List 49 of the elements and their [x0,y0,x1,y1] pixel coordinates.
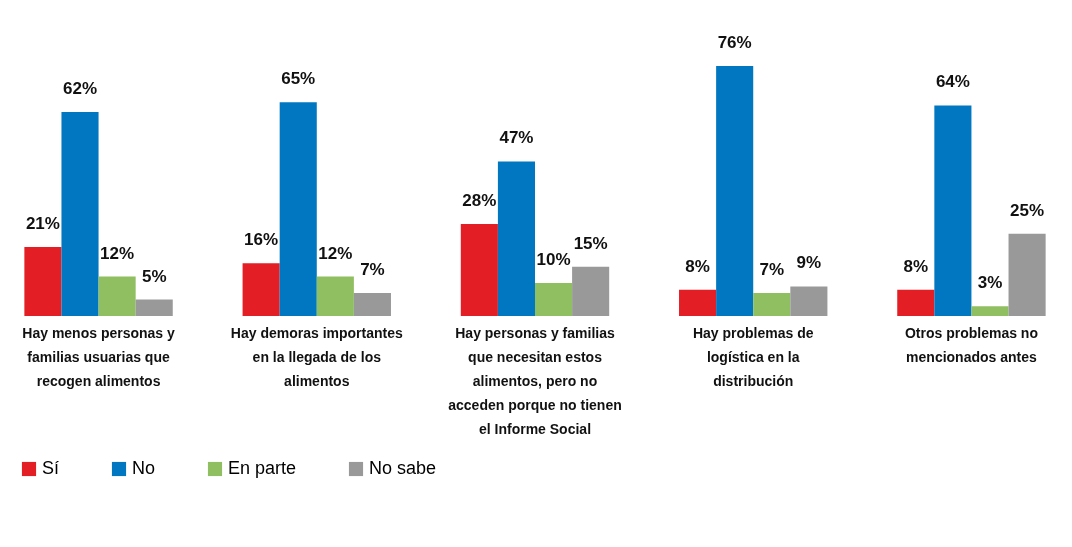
bar [790,286,828,316]
data-label: 12% [318,243,353,263]
bar [971,306,1009,316]
data-label: 16% [244,230,279,250]
bar [753,292,791,316]
bar [497,161,535,316]
bar [1008,233,1046,316]
x-tick-label: Hay personas y familias que necesitan estos alimentos, pero no acceden porque no tienen el Informe Social [448,324,622,437]
data-label: 28% [462,190,497,210]
data-label: 8% [903,256,929,276]
data-label: 5% [141,266,167,286]
data-label: 76% [717,33,752,52]
x-tick-label: Hay demoras importantes en la llegada de los alimentos [230,324,403,389]
bar [353,292,391,316]
legend-label: No sabe [369,458,437,478]
data-label: 9% [796,253,822,273]
data-label: 21% [25,213,60,233]
bar [279,102,317,316]
bar [98,276,136,316]
data-label: 8% [685,256,710,276]
legend-label: No [132,458,156,478]
bar [460,223,498,316]
bar [242,263,280,316]
data-label: 47% [499,128,534,148]
data-label: 7% [360,259,385,279]
bar [535,283,573,316]
data-label: 65% [281,69,316,89]
x-tick-label: Otros problemas no mencionados antes [904,324,1038,365]
bar [716,66,754,316]
bar [135,299,173,316]
data-label: 25% [1010,200,1045,220]
data-label: 64% [935,72,970,92]
data-label: 62% [62,79,98,99]
data-label: 7% [759,259,785,279]
x-tick-label: Hay menos personas y familias usuarias que recogen alimentos [22,324,176,389]
bar [61,112,99,316]
x-tick-label: Hay problemas de logística en la distribución [692,324,814,389]
bar [24,246,62,316]
bar [679,289,717,316]
legend-label: Sí [42,458,60,478]
bar [316,276,354,316]
bar [572,266,610,316]
legend-label: En parte [228,458,297,478]
bar [934,105,972,316]
data-label: 10% [536,250,571,270]
bar [897,289,935,316]
data-label: 15% [573,233,608,253]
data-label: 12% [100,243,135,263]
data-label: 3% [977,273,1003,293]
